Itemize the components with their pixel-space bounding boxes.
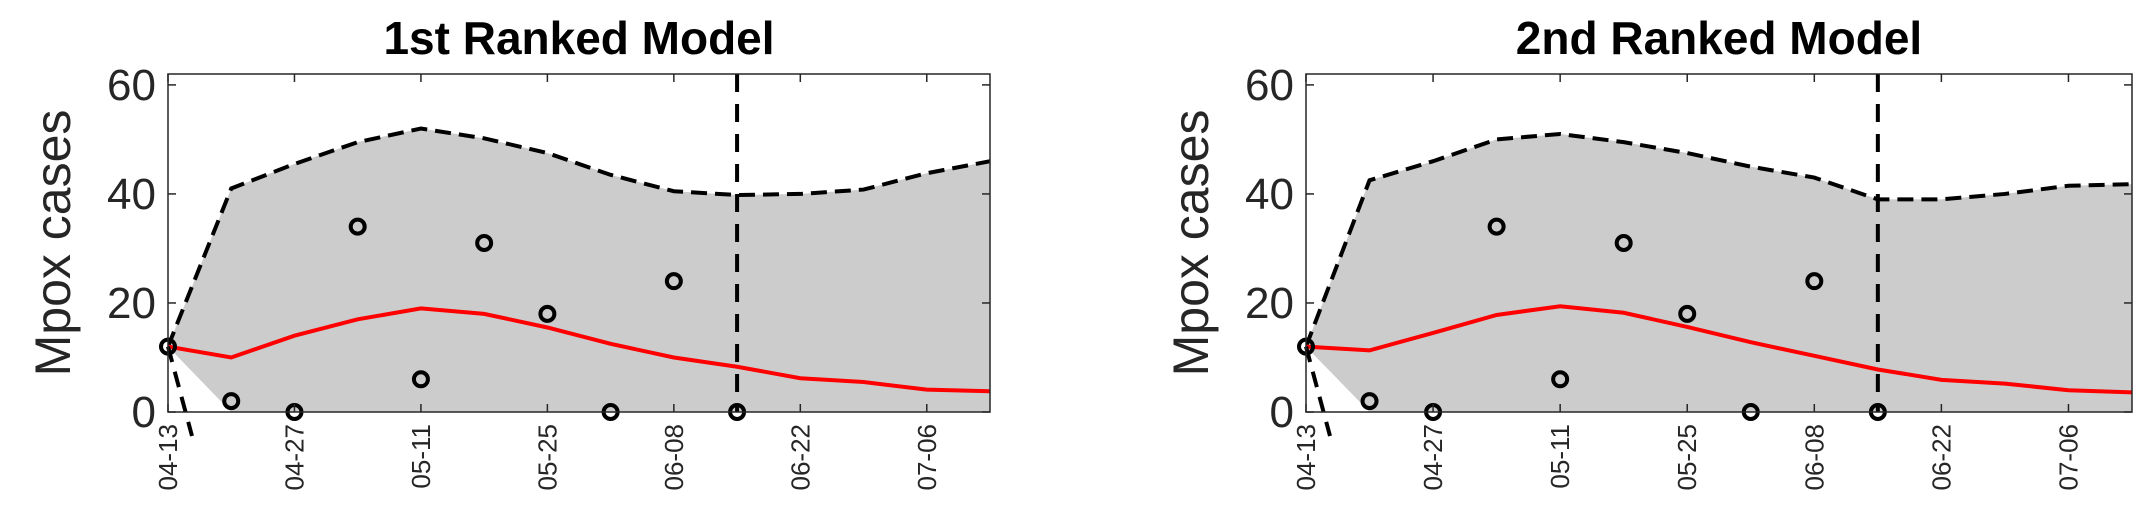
x-tick-label: 04-27 — [1418, 424, 1448, 491]
observed-point — [1360, 392, 1379, 411]
observed-point — [1805, 272, 1824, 291]
y-axis-label: Mpox cases — [1163, 110, 1219, 377]
chart-title: 2nd Ranked Model — [1516, 12, 1922, 64]
x-tick-label: 06-08 — [659, 424, 689, 491]
observed-point — [222, 392, 241, 411]
median-line — [1306, 304, 2132, 395]
panel-2nd-ranked-model: 2nd Ranked Model Mpox cases 0 20 40 60 04-13… — [1163, 12, 2133, 491]
y-tick-label: 20 — [1245, 279, 1294, 328]
x-tick-label: 04-27 — [279, 424, 309, 491]
y-tick-label: 0 — [1270, 388, 1294, 437]
x-tick-label: 06-22 — [1926, 424, 1956, 491]
chart-title: 1st Ranked Model — [383, 12, 774, 64]
x-tick-label: 04-13 — [1291, 424, 1321, 491]
observed-point — [1551, 370, 1570, 389]
upper-bound-line — [1306, 131, 2132, 348]
observed-point — [538, 304, 557, 323]
observed-point — [1678, 304, 1697, 323]
y-tick-label: 0 — [132, 388, 156, 437]
y-tick-label: 20 — [107, 279, 156, 328]
x-tick-label: 04-13 — [153, 424, 183, 491]
observed-point — [411, 370, 430, 389]
observed-point — [1614, 234, 1633, 252]
axes-box — [1305, 73, 2133, 413]
y-tick-label: 60 — [107, 61, 156, 110]
median-line — [168, 306, 990, 394]
y-tick-label: 40 — [1245, 170, 1294, 219]
observed-point — [664, 272, 683, 291]
plot-area — [1306, 131, 2132, 412]
x-tick-label: 05-25 — [1672, 424, 1702, 491]
y-tick-label: 60 — [1245, 61, 1294, 110]
observed-point — [475, 234, 494, 252]
x-tick-label: 06-08 — [1799, 424, 1829, 491]
prediction-interval-band — [1306, 133, 2132, 412]
x-tick-label: 05-11 — [406, 424, 436, 489]
x-tick-label: 07-06 — [2053, 424, 2083, 491]
x-tick-label: 06-22 — [785, 424, 815, 491]
lower-bound-line — [1304, 346, 1332, 437]
x-tick-label: 07-06 — [912, 424, 942, 491]
prediction-interval-band — [168, 128, 990, 412]
plot-area — [168, 126, 990, 412]
y-tick-label: 40 — [107, 170, 156, 219]
panel-1st-ranked-model: 1st Ranked Model Mpox cases 0 20 40 60 04-13… — [25, 12, 991, 491]
observed-point — [1487, 217, 1506, 236]
upper-bound-line — [168, 126, 990, 348]
x-tick-label: 05-11 — [1545, 424, 1575, 489]
y-axis-label: Mpox cases — [25, 110, 81, 377]
observed-point — [348, 217, 367, 236]
axes-box — [167, 73, 991, 413]
lower-bound-line — [166, 346, 194, 437]
x-tick-label: 05-25 — [532, 424, 562, 491]
